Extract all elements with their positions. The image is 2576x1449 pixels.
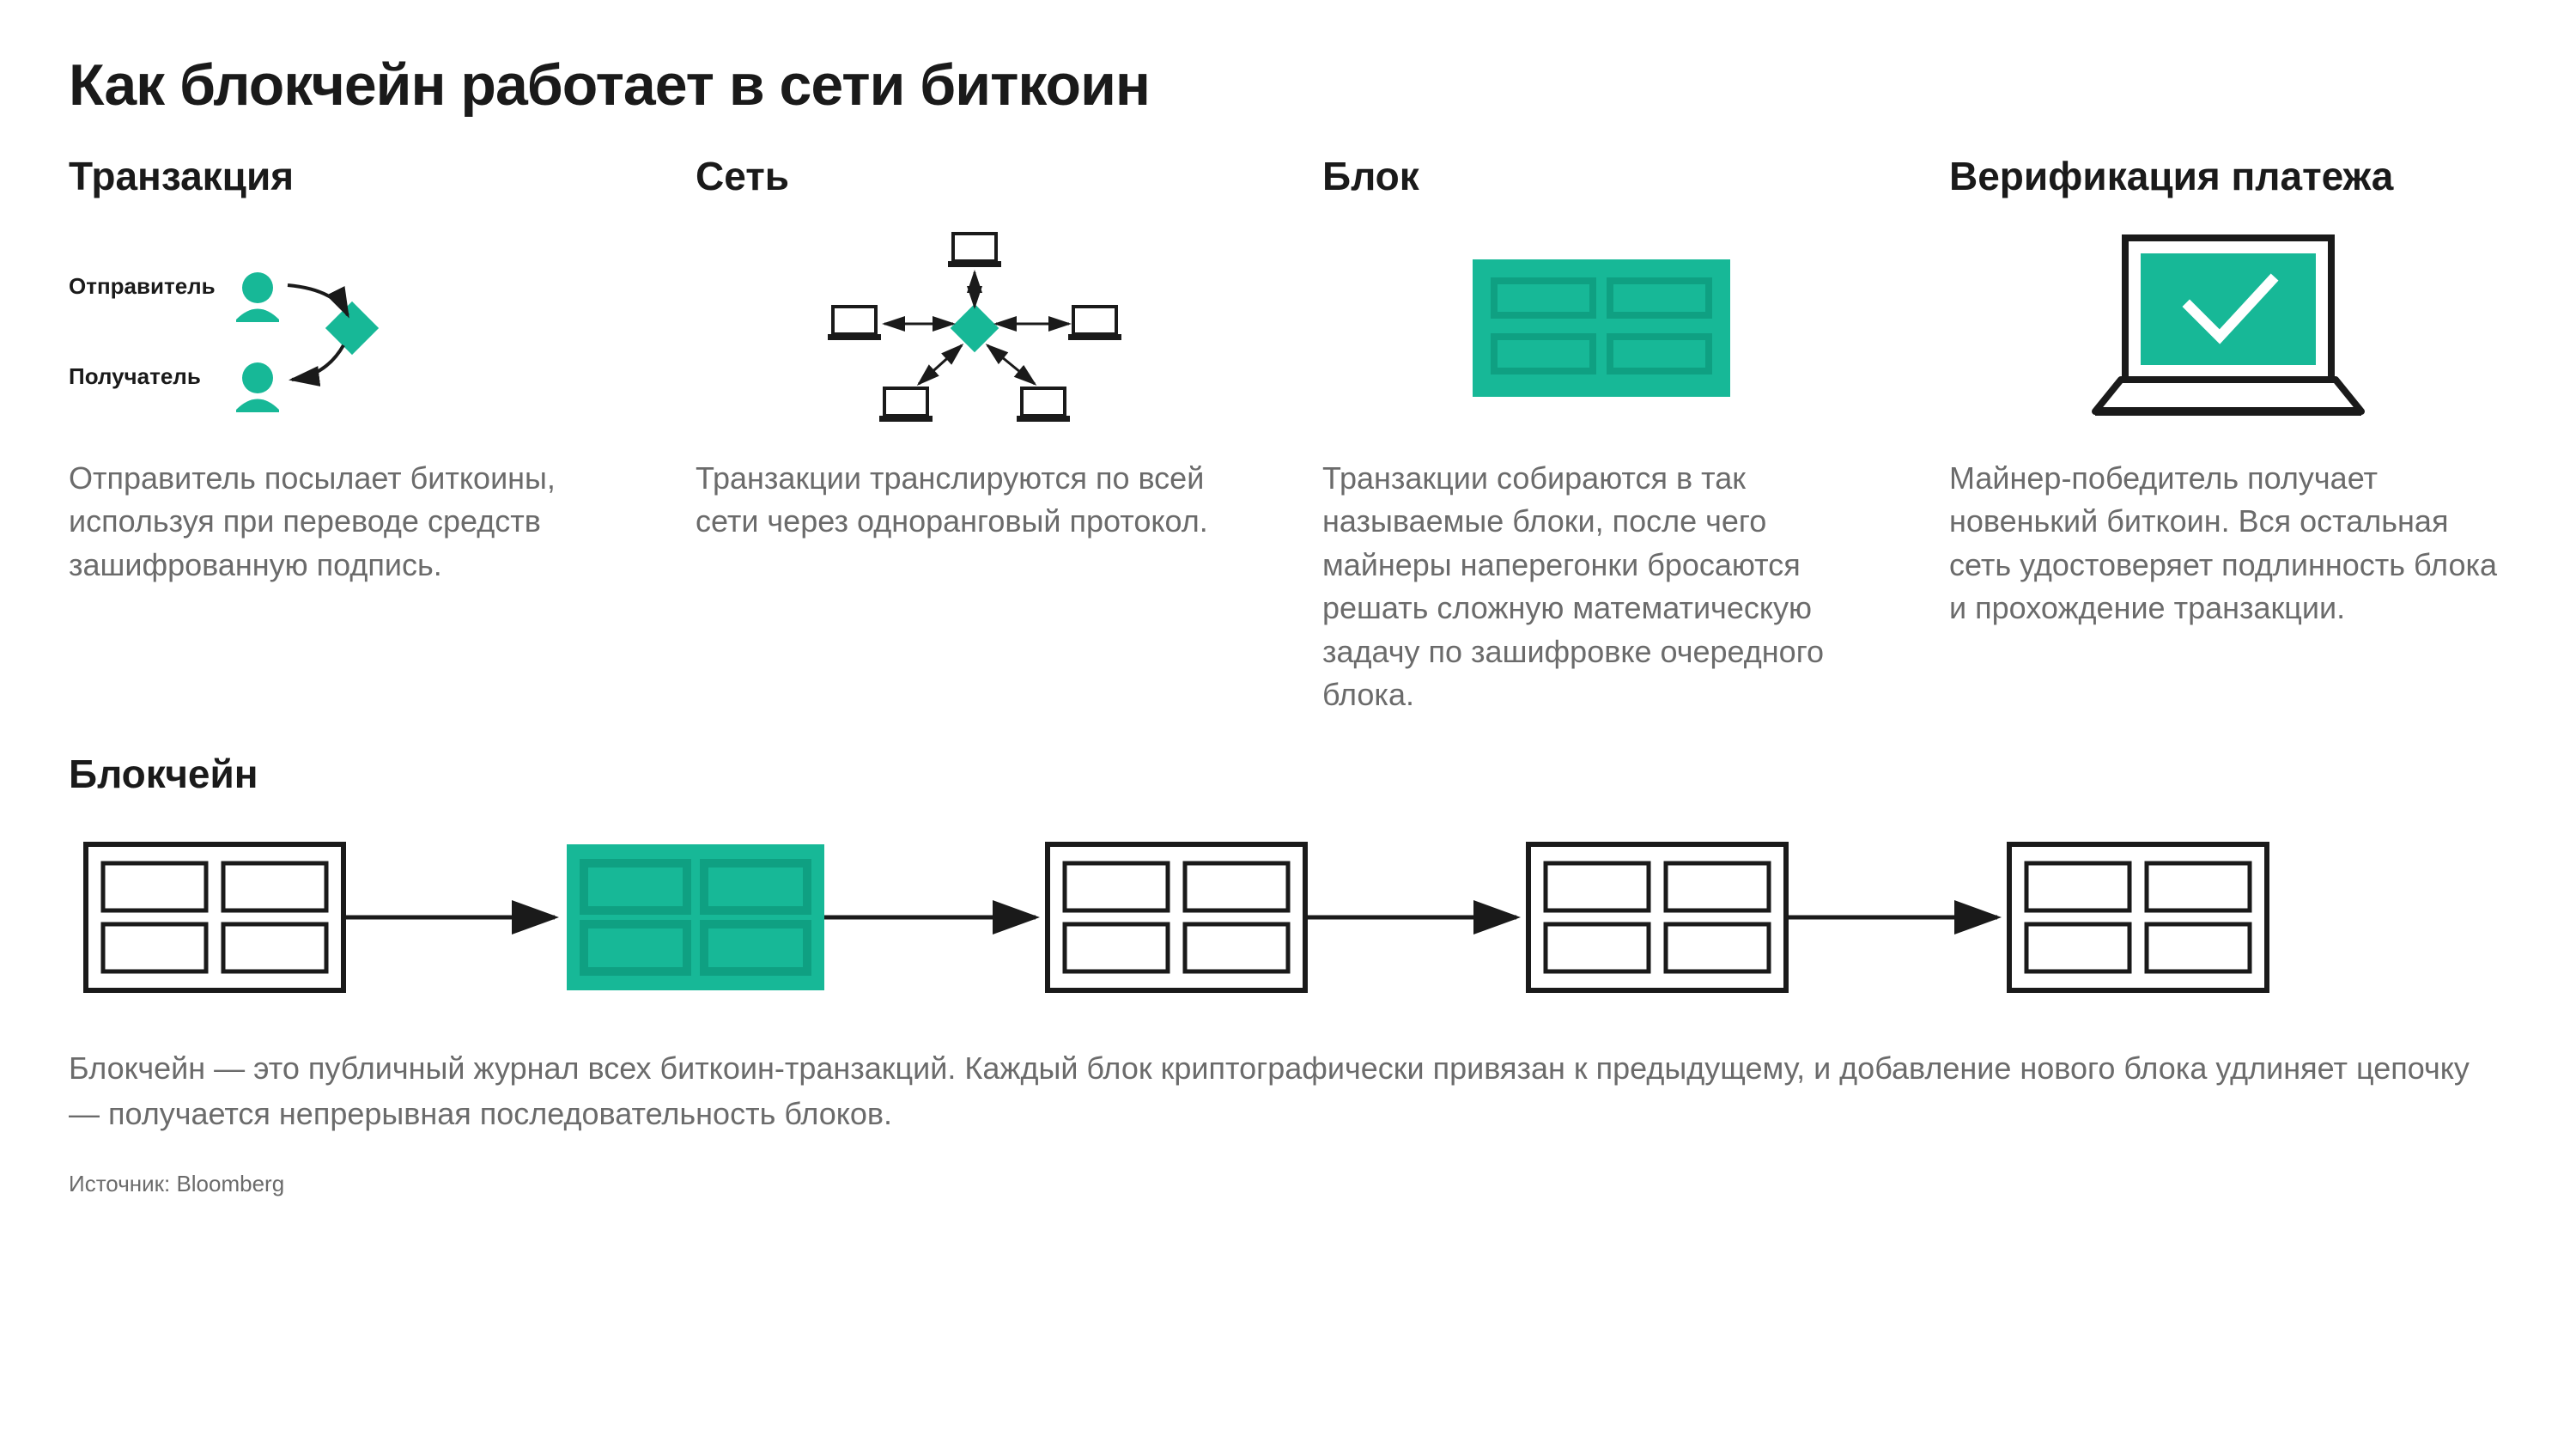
sender-icon xyxy=(236,272,279,322)
receiver-label: Получатель xyxy=(69,363,201,389)
step-network: Сеть xyxy=(696,153,1254,716)
steps-row: Транзакция Отправитель Получатель xyxy=(69,153,2507,716)
step-heading: Транзакция xyxy=(69,153,627,199)
block-icon xyxy=(1464,242,1739,414)
tx-node-icon xyxy=(325,301,379,355)
laptop-icon xyxy=(1017,388,1070,422)
chain-desc: Блокчейн — это публичный журнал всех бит… xyxy=(69,1046,2507,1135)
sender-label: Отправитель xyxy=(69,273,216,299)
step-desc: Транзакции собираются в так называемые б… xyxy=(1322,457,1880,716)
arrow-receive-icon xyxy=(292,345,343,380)
laptop-icon xyxy=(879,388,933,422)
laptop-check-icon xyxy=(2074,229,2383,427)
verification-illustration xyxy=(1949,225,2507,431)
step-transaction: Транзакция Отправитель Получатель xyxy=(69,153,627,716)
step-block: Блок Транзакции собираются в так называе… xyxy=(1322,153,1880,716)
step-heading: Блок xyxy=(1322,153,1880,199)
step-desc: Майнер-победитель получает новенький бит… xyxy=(1949,457,2507,630)
receiver-icon xyxy=(236,362,279,412)
laptop-icon xyxy=(828,307,881,340)
chain-block xyxy=(1528,844,1786,990)
step-desc: Отправитель посылает биткоины, используя… xyxy=(69,457,627,587)
chain-block xyxy=(1048,844,1305,990)
block-illustration xyxy=(1322,225,1880,431)
laptop-icon xyxy=(1068,307,1121,340)
step-desc: Транзакции транслируются по всей сети че… xyxy=(696,457,1254,544)
blockchain-row xyxy=(69,831,2507,1003)
step-heading: Сеть xyxy=(696,153,1254,199)
step-heading: Верификация платежа xyxy=(1949,153,2507,199)
source-text: Источник: Bloomberg xyxy=(69,1171,2507,1197)
chain-block xyxy=(2009,844,2267,990)
laptop-icon xyxy=(948,234,1001,267)
chain-block xyxy=(86,844,343,990)
transaction-illustration: Отправитель Получатель xyxy=(69,225,627,431)
chain-block-filled xyxy=(567,844,824,990)
network-illustration xyxy=(696,225,1254,431)
arrow-send-icon xyxy=(288,285,348,315)
step-verification: Верификация платежа Майнер-победитель по… xyxy=(1949,153,2507,716)
page-title: Как блокчейн работает в сети биткоин xyxy=(69,52,2507,119)
network-node-icon xyxy=(951,304,999,353)
chain-heading: Блокчейн xyxy=(69,751,2507,797)
